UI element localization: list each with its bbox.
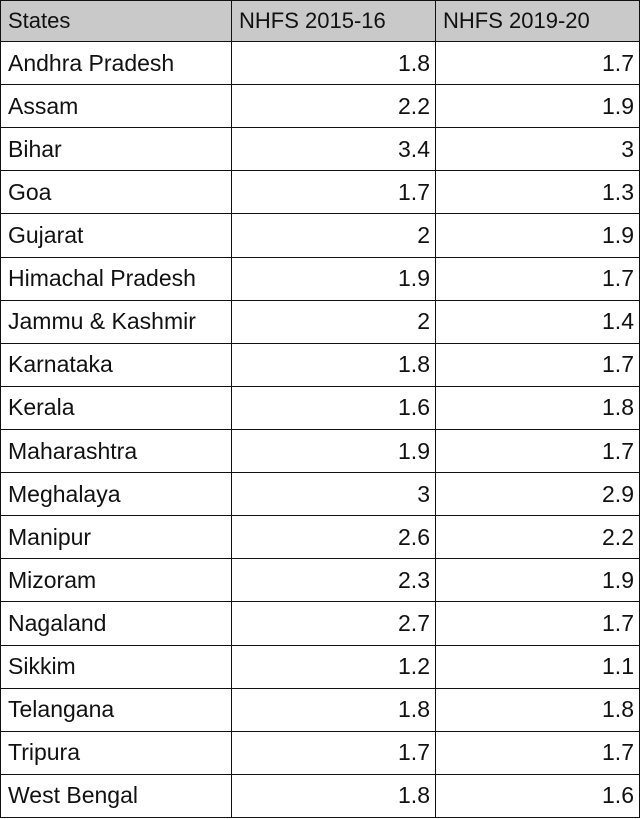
cell-nhfs-2019-20: 1.9 (435, 213, 640, 258)
table-row: Sikkim 1.2 1.1 (0, 644, 640, 689)
cell-nhfs-2019-20: 1.6 (435, 773, 640, 819)
table-row: Manipur 2.6 2.2 (0, 515, 640, 560)
cell-nhfs-2015-16: 2.3 (231, 558, 436, 603)
table-row: Goa 1.7 1.3 (0, 170, 640, 215)
cell-state: Assam (0, 84, 232, 129)
cell-nhfs-2015-16: 2 (231, 213, 436, 258)
cell-state: Meghalaya (0, 472, 232, 517)
cell-nhfs-2019-20: 1.4 (435, 299, 640, 344)
cell-nhfs-2015-16: 1.9 (231, 428, 436, 474)
cell-state: Manipur (0, 515, 232, 560)
cell-nhfs-2015-16: 1.8 (231, 40, 436, 86)
cell-nhfs-2015-16: 1.8 (231, 687, 436, 732)
cell-nhfs-2019-20: 1.7 (435, 342, 640, 387)
cell-nhfs-2019-20: 1.7 (435, 601, 640, 646)
cell-state: Jammu & Kashmir (0, 299, 232, 344)
cell-nhfs-2015-16: 1.9 (231, 256, 436, 301)
table-body: Andhra Pradesh 1.8 1.7 Assam 2.2 1.9 Bihar 3.4 3… (0, 40, 640, 819)
cell-nhfs-2019-20: 1.7 (435, 256, 640, 301)
column-header-nhfs-2019-20: NHFS 2019-20 (435, 0, 640, 42)
cell-nhfs-2015-16: 2.6 (231, 515, 436, 560)
cell-state: Karnataka (0, 342, 232, 387)
cell-nhfs-2015-16: 2.2 (231, 84, 436, 129)
cell-nhfs-2019-20: 1.8 (435, 687, 640, 732)
table-row: Mizoram 2.3 1.9 (0, 558, 640, 603)
cell-state: Goa (0, 170, 232, 215)
cell-nhfs-2015-16: 2 (231, 299, 436, 344)
cell-nhfs-2015-16: 1.7 (231, 170, 436, 215)
cell-nhfs-2019-20: 1.7 (435, 730, 640, 775)
table-row: Andhra Pradesh 1.8 1.7 (0, 40, 640, 86)
cell-state: Himachal Pradesh (0, 256, 232, 301)
cell-nhfs-2019-20: 1.7 (435, 428, 640, 474)
table-row: Telangana 1.8 1.8 (0, 687, 640, 732)
cell-nhfs-2019-20: 2.2 (435, 515, 640, 560)
cell-nhfs-2019-20: 1.9 (435, 558, 640, 603)
table-row: Kerala 1.6 1.8 (0, 385, 640, 430)
table-row: Nagaland 2.7 1.7 (0, 601, 640, 646)
table-row: Assam 2.2 1.9 (0, 84, 640, 129)
cell-state: Bihar (0, 127, 232, 172)
cell-nhfs-2015-16: 3 (231, 472, 436, 517)
table-row: Maharashtra 1.9 1.7 (0, 428, 640, 474)
table-row: Karnataka 1.8 1.7 (0, 342, 640, 387)
cell-nhfs-2015-16: 1.8 (231, 773, 436, 819)
cell-state: Nagaland (0, 601, 232, 646)
table-row: Tripura 1.7 1.7 (0, 730, 640, 775)
cell-state: Tripura (0, 730, 232, 775)
table-header: States NHFS 2015-16 NHFS 2019-20 (0, 0, 640, 42)
table-row: Meghalaya 3 2.9 (0, 472, 640, 517)
table-row: West Bengal 1.8 1.6 (0, 773, 640, 819)
table-row: Bihar 3.4 3 (0, 127, 640, 172)
cell-state: Kerala (0, 385, 232, 430)
cell-nhfs-2019-20: 1.7 (435, 40, 640, 86)
cell-nhfs-2019-20: 1.3 (435, 170, 640, 215)
cell-nhfs-2015-16: 2.7 (231, 601, 436, 646)
cell-nhfs-2015-16: 1.6 (231, 385, 436, 430)
cell-state: Telangana (0, 687, 232, 732)
column-header-nhfs-2015-16: NHFS 2015-16 (231, 0, 436, 42)
cell-state: Maharashtra (0, 428, 232, 474)
cell-nhfs-2019-20: 1.1 (435, 644, 640, 689)
cell-state: Sikkim (0, 644, 232, 689)
cell-nhfs-2015-16: 1.7 (231, 730, 436, 775)
cell-nhfs-2015-16: 1.2 (231, 644, 436, 689)
cell-state: Mizoram (0, 558, 232, 603)
cell-state: West Bengal (0, 773, 232, 819)
cell-nhfs-2019-20: 1.8 (435, 385, 640, 430)
header-row: States NHFS 2015-16 NHFS 2019-20 (0, 0, 640, 42)
cell-nhfs-2019-20: 1.9 (435, 84, 640, 129)
cell-nhfs-2015-16: 3.4 (231, 127, 436, 172)
cell-nhfs-2015-16: 1.8 (231, 342, 436, 387)
table-row: Himachal Pradesh 1.9 1.7 (0, 256, 640, 301)
table-row: Gujarat 2 1.9 (0, 213, 640, 258)
cell-state: Andhra Pradesh (0, 40, 232, 86)
table-row: Jammu & Kashmir 2 1.4 (0, 299, 640, 344)
cell-nhfs-2019-20: 3 (435, 127, 640, 172)
cell-nhfs-2019-20: 2.9 (435, 472, 640, 517)
cell-state: Gujarat (0, 213, 232, 258)
column-header-states: States (0, 0, 232, 42)
